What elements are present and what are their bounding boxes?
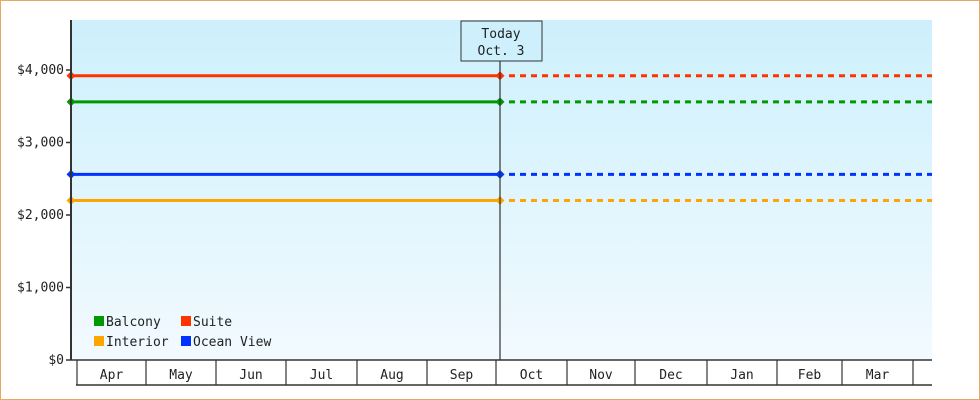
legend-swatch <box>181 316 191 326</box>
x-tick-label: Jul <box>310 368 333 383</box>
x-tick-label: Aug <box>380 368 403 383</box>
y-tick-label: $3,000 <box>17 136 64 151</box>
today-box <box>460 20 543 62</box>
legend-label: Interior <box>106 335 169 350</box>
x-tick-label: Oct <box>520 368 543 383</box>
today-date: Oct. 3 <box>478 44 525 59</box>
legend-swatch <box>181 336 191 346</box>
x-tick-label: Apr <box>100 368 124 383</box>
x-tick-label: Mar <box>866 368 890 383</box>
plot-area <box>71 20 932 360</box>
x-tick-label: Feb <box>798 368 822 383</box>
y-tick-label: $1,000 <box>17 281 64 296</box>
legend-label: Balcony <box>106 315 161 330</box>
legend-swatch <box>94 336 104 346</box>
x-tick-label: Jun <box>239 368 262 383</box>
legend-label: Ocean View <box>193 335 271 350</box>
x-tick-label: Dec <box>659 368 682 383</box>
x-tick-label: Nov <box>589 368 613 383</box>
y-tick-label: $2,000 <box>17 208 64 223</box>
x-tick-label: Sep <box>450 368 474 383</box>
y-tick-label: $4,000 <box>17 63 64 78</box>
x-tick-label: May <box>169 368 193 383</box>
y-tick-label: $0 <box>48 353 64 368</box>
legend-swatch <box>94 316 104 326</box>
legend-label: Suite <box>193 315 232 330</box>
x-tick-label: Jan <box>730 368 753 383</box>
today-label: Today <box>481 27 520 42</box>
